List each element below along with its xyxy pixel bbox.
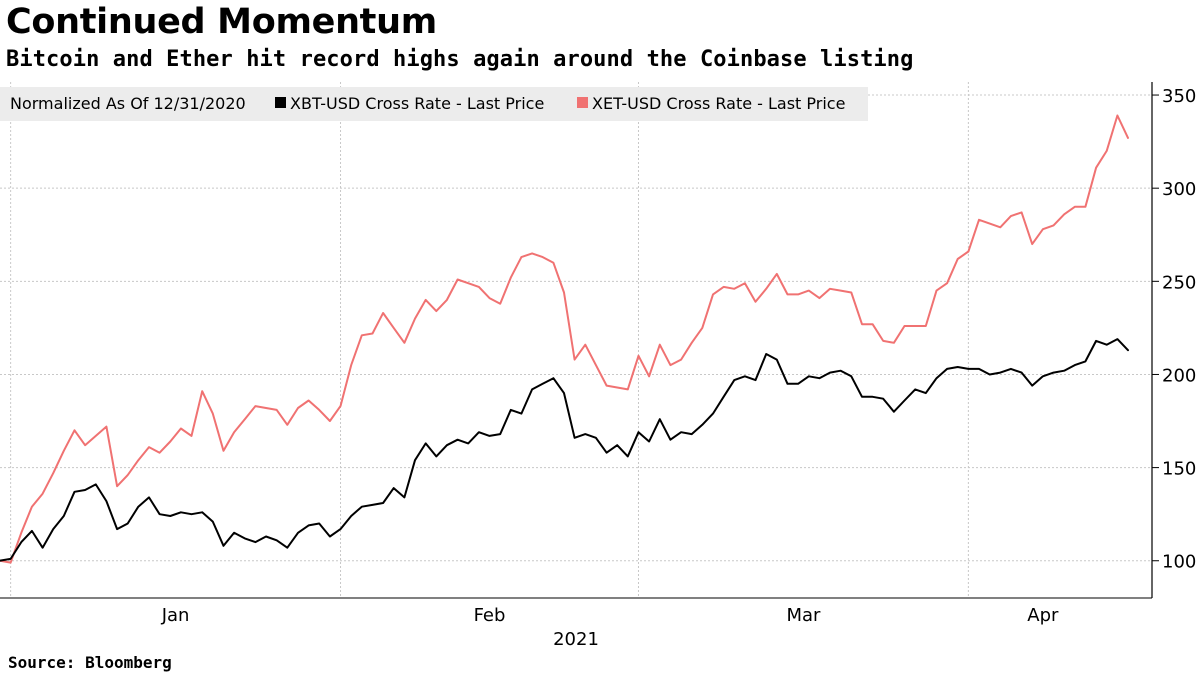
series-line-xbt [0, 338, 1129, 562]
x-tick-label: Jan [161, 605, 190, 626]
y-tick-label: 200 [1162, 365, 1196, 386]
legend-swatch-xbt [275, 97, 286, 108]
gridlines [0, 82, 1152, 598]
source-note: Source: Bloomberg [8, 653, 172, 672]
series-lines [0, 114, 1129, 564]
y-tick-label: 150 [1162, 459, 1196, 480]
legend-background [0, 87, 868, 121]
legend-label-xet: XET-USD Cross Rate - Last Price [592, 94, 845, 113]
legend-swatch-xet [577, 97, 588, 108]
legend: Normalized As Of 12/31/2020 XBT-USD Cros… [0, 87, 868, 121]
legend-label-xbt: XBT-USD Cross Rate - Last Price [290, 94, 544, 113]
x-year-label: 2021 [553, 629, 599, 650]
legend-note: Normalized As Of 12/31/2020 [10, 94, 246, 113]
chart-subtitle: Bitcoin and Ether hit record highs again… [6, 47, 914, 72]
chart-title: Continued Momentum [6, 2, 437, 42]
axes: 100 150 200 250 300 350 Jan Feb Mar Apr 2021 [0, 82, 1196, 650]
series-line-xet [0, 114, 1129, 564]
line-chart: 100 150 200 250 300 350 Jan Feb Mar Apr 2021 Norma… [0, 82, 1196, 650]
y-tick-label: 350 [1162, 86, 1196, 107]
x-tick-label: Feb [474, 605, 506, 626]
y-tick-label: 250 [1162, 272, 1196, 293]
y-tick-label: 100 [1162, 552, 1196, 573]
x-tick-label: Apr [1027, 605, 1059, 626]
x-tick-label: Mar [786, 605, 821, 626]
y-tick-label: 300 [1162, 179, 1196, 200]
